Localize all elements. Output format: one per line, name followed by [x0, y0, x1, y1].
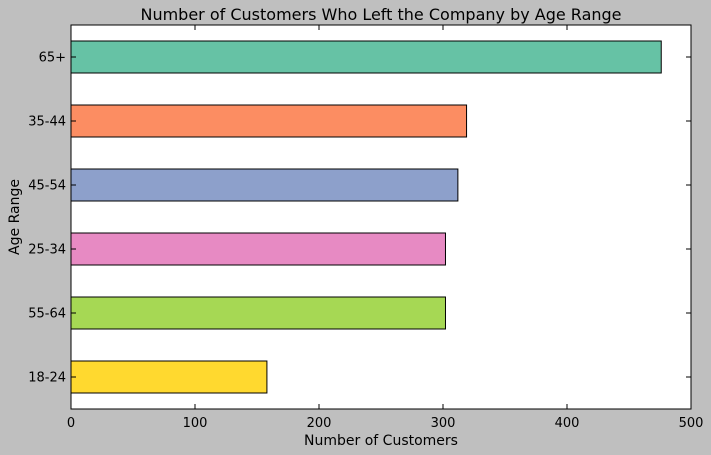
chart-title: Number of Customers Who Left the Company…: [140, 5, 621, 24]
plot-frame: [70, 24, 692, 410]
x-tick-label: 0: [67, 416, 75, 431]
y-tick-label: 25-34: [28, 243, 66, 258]
bar-25-34: [70, 232, 446, 266]
bar-55-64: [70, 296, 446, 330]
x-tick-label: 400: [555, 416, 580, 431]
bar-35-44: [70, 104, 468, 138]
bars-group: [70, 40, 662, 394]
bar-18-24: [70, 360, 268, 394]
y-tick-label: 65+: [39, 51, 66, 66]
y-tick-label: 45-54: [28, 179, 66, 194]
x-tick-label: 100: [183, 416, 208, 431]
plot-area: [71, 25, 691, 409]
ticks-group: 65+ 35-44 45-54 25-34 55-64 18-24 0 100 200 300 40…: [28, 25, 703, 431]
x-axis-label: Number of Customers: [304, 433, 458, 449]
bar-65+: [70, 40, 662, 74]
y-axis-label: Age Range: [7, 179, 23, 255]
bar-45-54: [70, 168, 459, 202]
y-tick-label: 35-44: [28, 115, 66, 130]
y-tick-label: 18-24: [28, 371, 66, 386]
x-tick-label: 500: [679, 416, 704, 431]
y-tick-label: 55-64: [28, 307, 66, 322]
x-tick-label: 300: [431, 416, 456, 431]
x-tick-label: 200: [307, 416, 332, 431]
